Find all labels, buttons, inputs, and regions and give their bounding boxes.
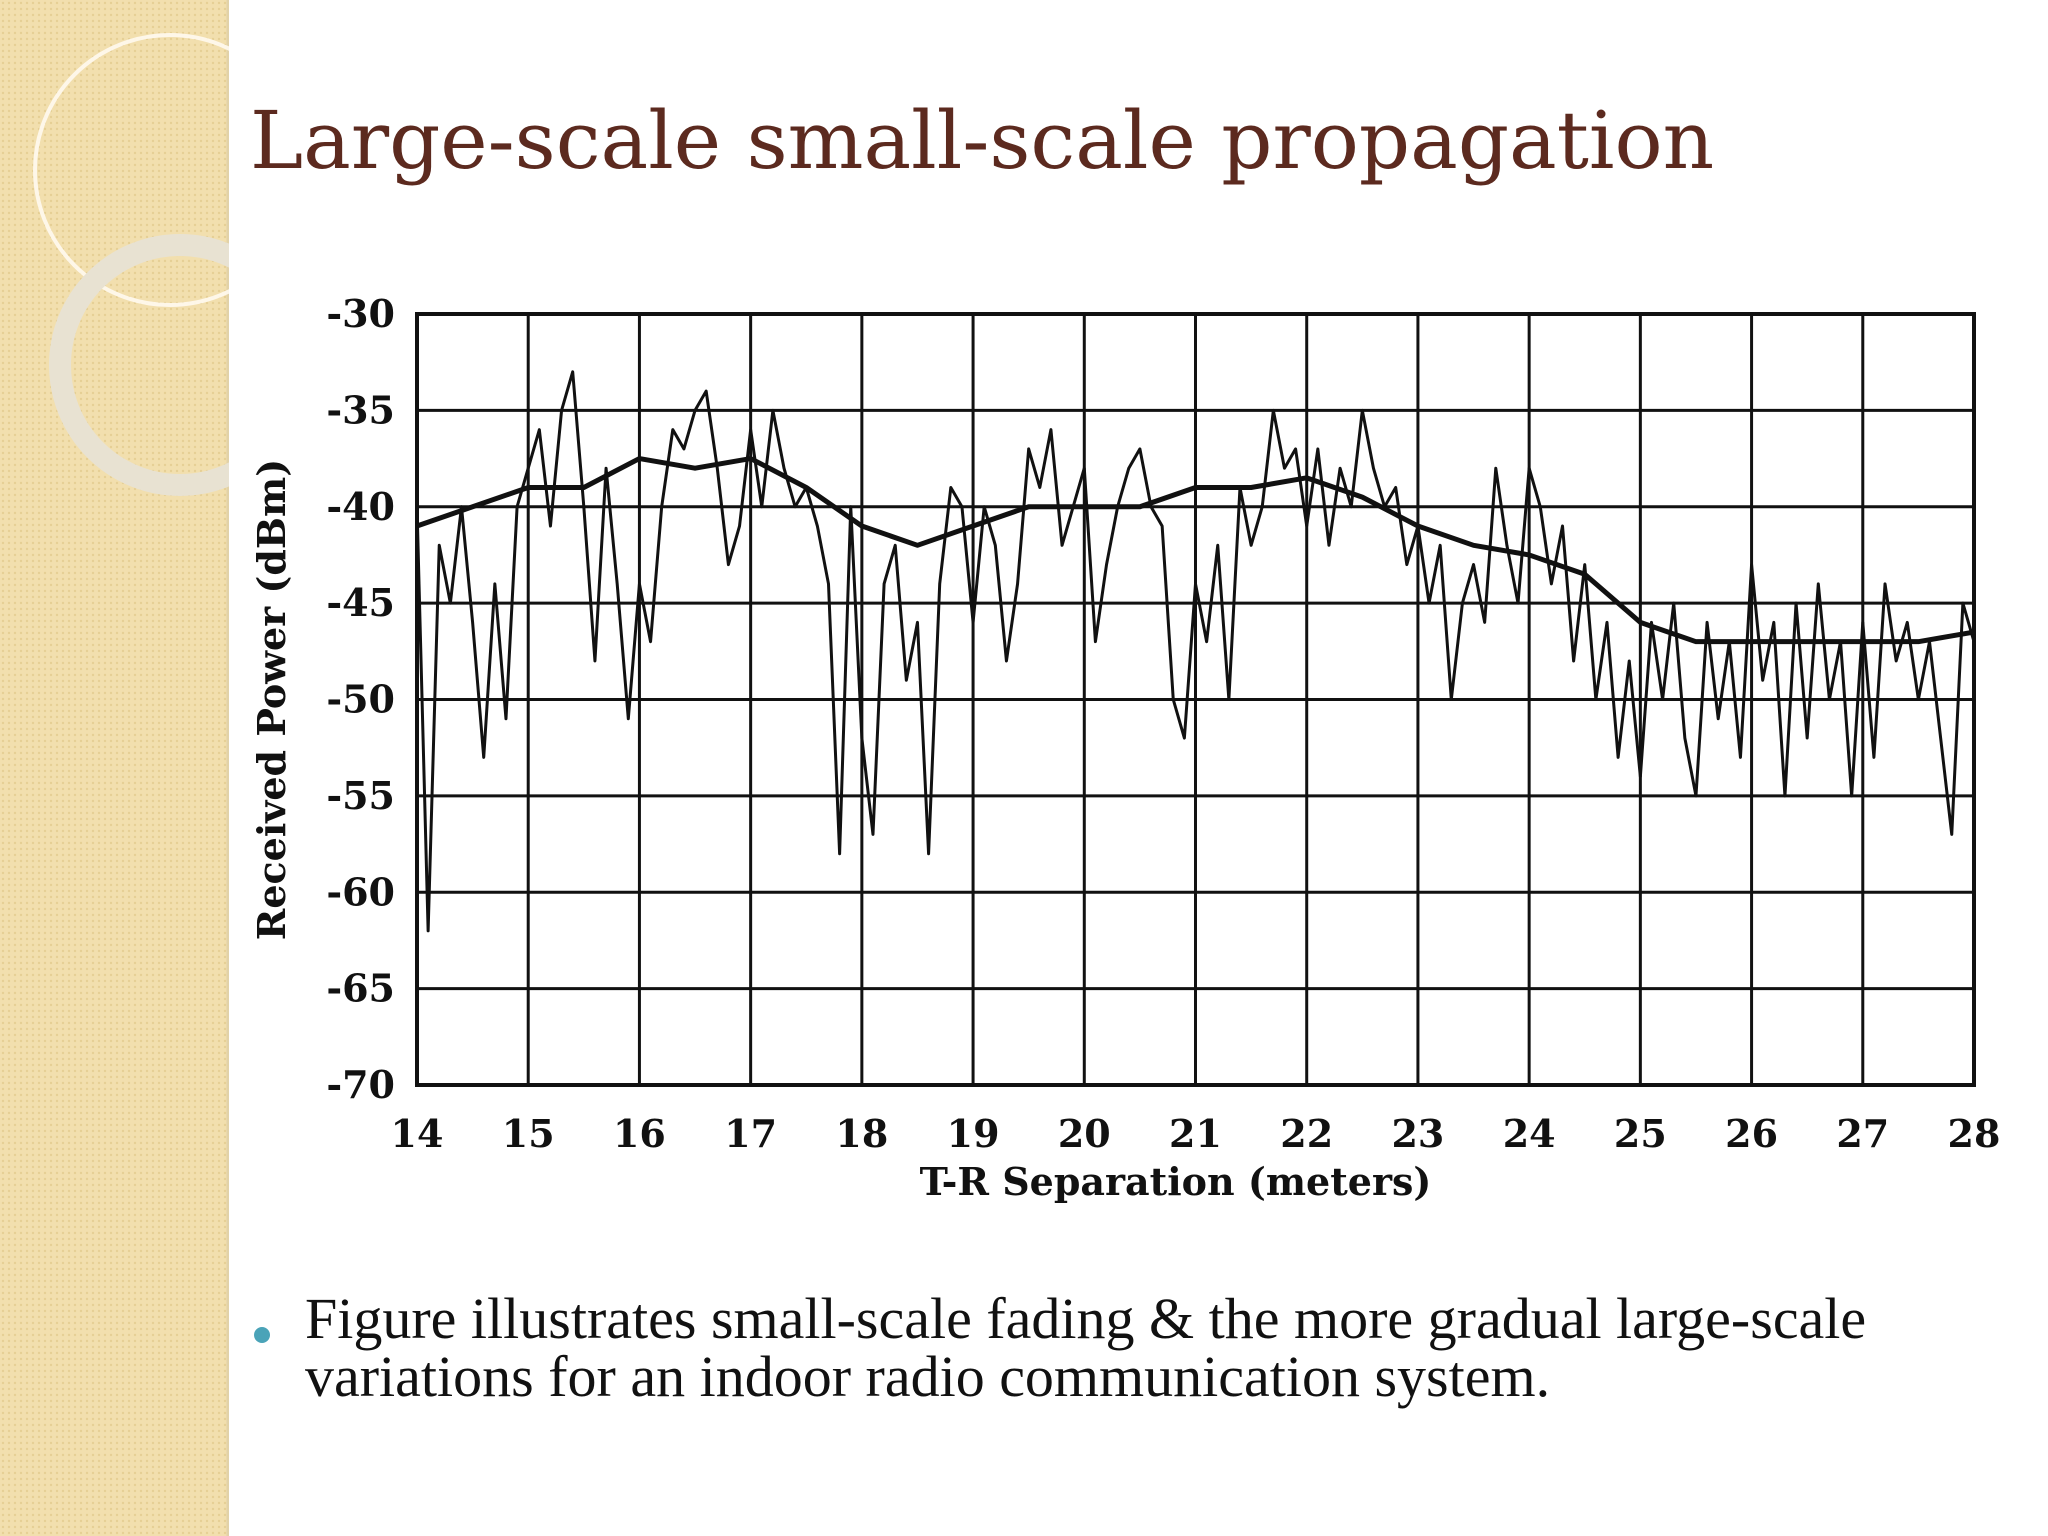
y-tick-label: -60 (326, 869, 395, 914)
x-tick-label: 24 (1503, 1111, 1556, 1156)
x-tick-label: 16 (613, 1111, 666, 1156)
x-tick-label: 20 (1058, 1111, 1111, 1156)
x-axis-label: T-R Separation (meters) (920, 1159, 1432, 1204)
y-tick-label: -40 (326, 484, 395, 529)
plot-frame (415, 312, 1976, 1087)
y-tick-label: -45 (326, 580, 395, 625)
x-tick-label: 23 (1391, 1111, 1444, 1156)
y-tick-label: -50 (326, 677, 395, 722)
x-tick-label: 25 (1614, 1111, 1667, 1156)
series-line (416, 456, 1975, 645)
figure-bg (303, 198, 1993, 1268)
x-tick-label: 19 (947, 1111, 1000, 1156)
side-strip (0, 0, 228, 1536)
x-tick-label: 26 (1725, 1111, 1778, 1156)
y-axis-label: Received Power (dBm) (249, 459, 294, 940)
x-tick-label: 28 (1948, 1111, 2001, 1156)
y-tick-label: -30 (326, 291, 395, 336)
x-tick-label: 14 (391, 1111, 444, 1156)
y-tick-label: -35 (326, 387, 395, 432)
bullet-dot (254, 1327, 270, 1343)
x-tick-label: 21 (1169, 1111, 1222, 1156)
x-tick-label: 27 (1836, 1111, 1889, 1156)
x-tick-label: 17 (724, 1111, 777, 1156)
x-tick-label: 15 (502, 1111, 555, 1156)
y-tick-label: -55 (326, 773, 395, 818)
series-line (415, 370, 1976, 933)
y-tick-label: -65 (326, 966, 395, 1011)
slide-title: Large-scale small-scale propagation (250, 94, 1714, 187)
x-tick-label: 22 (1280, 1111, 1333, 1156)
x-tick-label: 18 (835, 1111, 888, 1156)
bullet-box: Figure illustrates small-scale fading & … (305, 1290, 1867, 1409)
bullet-text: Figure illustrates small-scale fading & … (305, 1290, 1867, 1409)
y-tick-label: -70 (326, 1062, 395, 1107)
